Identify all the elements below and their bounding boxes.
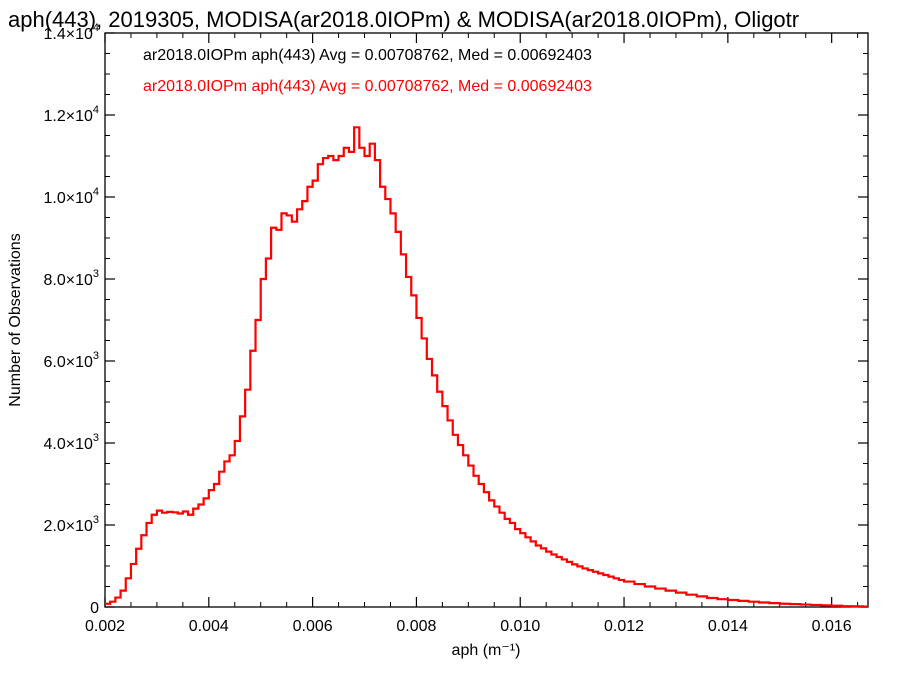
- y-tick-label: 1.2×104: [43, 104, 99, 125]
- y-tick-label: 1.0×104: [43, 186, 99, 207]
- y-tick-label: 4.0×103: [43, 432, 99, 453]
- legend-entry-black: ar2018.0IOPm aph(443) Avg = 0.00708762, …: [143, 47, 592, 64]
- x-tick-label: 0.014: [708, 618, 748, 635]
- plot-frame: [104, 32, 869, 608]
- x-tick-label: 0.016: [812, 618, 852, 635]
- chart-title: aph(443), 2019305, MODISA(ar2018.0IOPm) …: [8, 7, 799, 32]
- x-tick-label: 0.010: [500, 618, 540, 635]
- y-tick-label: 0: [90, 600, 99, 617]
- x-tick-label: 0.004: [189, 618, 229, 635]
- x-tick-label: 0.002: [85, 618, 125, 635]
- y-tick-label: 8.0×103: [43, 268, 99, 289]
- x-tick-label: 0.006: [293, 618, 333, 635]
- y-axis-label: Number of Observations: [7, 233, 24, 406]
- y-tick-label: 6.0×103: [43, 350, 99, 371]
- x-axis-ticks: 0.002 0.004 0.006 0.008 0.010 0.012 0.014 0.016: [85, 33, 859, 635]
- y-tick-label: 2.0×103: [43, 514, 99, 535]
- x-tick-label: 0.012: [604, 618, 644, 635]
- y-tick-label: 1.4×104: [43, 22, 99, 43]
- x-tick-label: 0.008: [396, 618, 436, 635]
- histogram-series-red: [105, 126, 868, 608]
- legend-entry-red: ar2018.0IOPm aph(443) Avg = 0.00708762, …: [143, 78, 592, 95]
- y-axis-ticks: 0 2.0×103 4.0×103 6.0×103 8.0×103 1.0×104 1.2×…: [43, 22, 868, 617]
- x-axis-label: aph (m⁻¹): [452, 642, 521, 659]
